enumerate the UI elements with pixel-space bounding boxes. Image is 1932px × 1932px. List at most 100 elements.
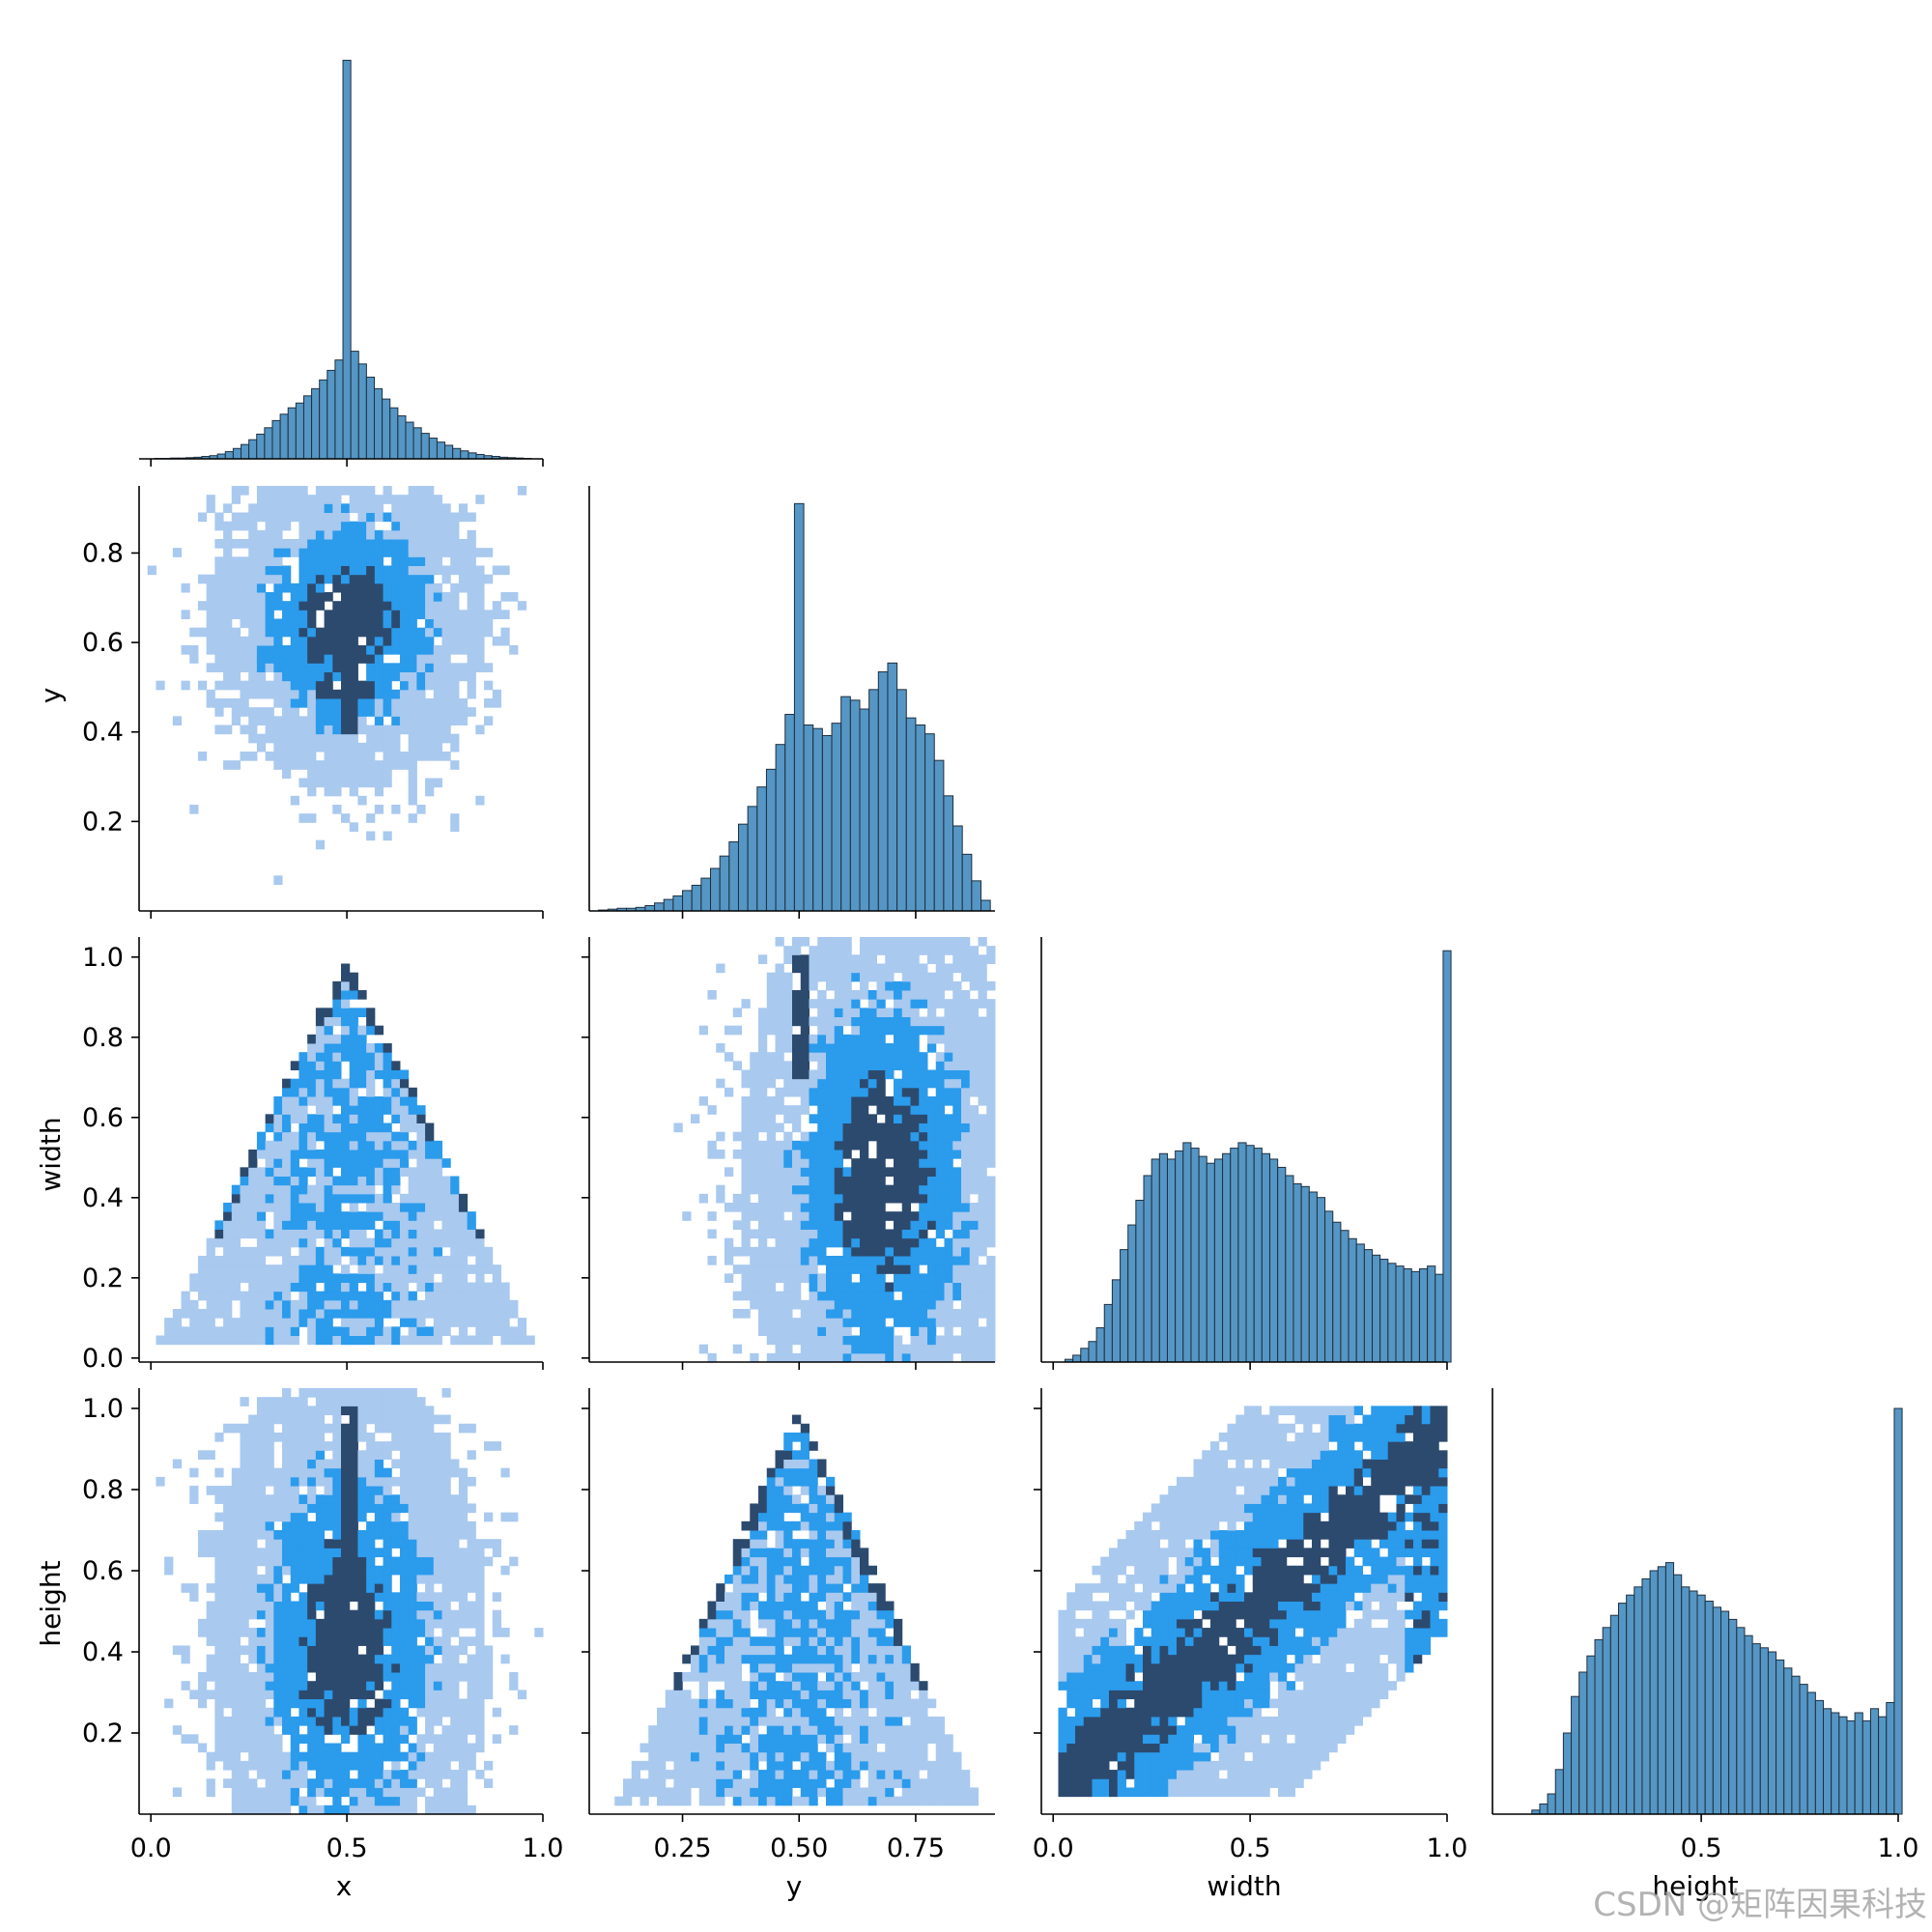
x-vs-width-cell: [248, 1203, 258, 1212]
x-vs-y-cell: [240, 565, 249, 576]
y-vs-width-cell: [867, 1114, 877, 1123]
x-vs-height-cell: [315, 1441, 326, 1451]
x-vs-height-cell: [458, 1662, 469, 1673]
x-vs-y-cell: [290, 610, 299, 619]
y-vs-width-cell: [927, 1184, 937, 1195]
y-vs-height-cell: [716, 1707, 725, 1718]
x-vs-width-cell: [450, 1237, 460, 1248]
x-vs-y-cell: [298, 539, 308, 549]
x-vs-height-cell: [248, 1636, 258, 1646]
x-vs-height-cell: [273, 1601, 283, 1611]
x-vs-height-cell: [290, 1770, 299, 1779]
x-vs-width-cell: [450, 1256, 460, 1265]
x-vs-width-cell: [467, 1318, 476, 1327]
x-vs-width-cell: [197, 1309, 208, 1319]
x-vs-height-cell: [349, 1628, 358, 1637]
y-vs-width-cell: [969, 946, 979, 955]
x-vs-width-cell: [433, 1150, 442, 1159]
x-vs-width-cell: [425, 1140, 435, 1151]
x-vs-width-cell: [391, 1299, 401, 1310]
x-vs-y-cell: [458, 512, 469, 523]
x-vs-y-cell: [425, 539, 435, 549]
y-vs-width-cell: [901, 972, 911, 982]
x-vs-y-cell: [240, 539, 249, 549]
x-vs-width-cell: [441, 1193, 451, 1204]
x-vs-y-cell: [298, 556, 308, 566]
y-vs-height-cell: [775, 1618, 784, 1629]
x-vs-height-cell: [366, 1520, 376, 1531]
x-vs-y-cell: [223, 574, 233, 584]
x-vs-height-cell: [290, 1476, 299, 1487]
x-vs-width-cell: [273, 1229, 283, 1239]
y-vs-width-cell: [885, 1140, 895, 1151]
y-vs-width-cell: [952, 937, 962, 947]
x-vs-height-cell: [399, 1778, 410, 1788]
y-vs-width-cell: [758, 1237, 768, 1248]
x-vs-width-cell: [307, 1087, 317, 1097]
y-vs-width-cell: [935, 1299, 945, 1310]
x-vs-height-cell: [332, 1751, 342, 1762]
x-vs-y-cell: [290, 548, 299, 557]
x-vs-y-cell: [282, 654, 292, 664]
x-vs-y-cell: [441, 689, 451, 699]
x-vs-y-cell: [290, 795, 299, 806]
x-vs-y-cell: [324, 548, 333, 557]
y-vs-width-cell: [851, 1291, 861, 1301]
y-vs-width-cell: [766, 1273, 776, 1283]
y-vs-width-cell: [978, 1273, 987, 1283]
x-vs-height-cell: [383, 1601, 392, 1611]
x-vs-width-cell: [265, 1140, 274, 1151]
y-vs-width-cell: [927, 1114, 937, 1123]
x-vs-width-cell: [290, 1237, 299, 1248]
y-vs-width-cell: [826, 1291, 836, 1301]
x-vs-width-cell: [273, 1246, 283, 1257]
y-vs-height-cell: [716, 1628, 725, 1637]
x-vs-height-cell: [341, 1734, 351, 1744]
y-vs-width-cell: [860, 1176, 869, 1186]
x-vs-height-cell: [290, 1698, 299, 1709]
x-vs-height-cell: [467, 1743, 476, 1753]
y-vs-width-cell: [867, 1016, 877, 1027]
y-vs-height-cell: [766, 1583, 776, 1593]
x-vs-height-cell: [383, 1743, 392, 1753]
x-vs-y-cell: [416, 752, 426, 761]
y-vs-width-cell: [817, 1211, 827, 1221]
x-vs-height-cell: [374, 1609, 384, 1620]
x-vs-y-cell: [441, 645, 451, 655]
x-vs-height-cell: [467, 1450, 476, 1460]
x-vs-width-cell: [341, 1078, 351, 1089]
x-vs-width-cell: [408, 1087, 417, 1097]
y-vs-height-cell: [716, 1662, 725, 1673]
x-vs-width-cell: [324, 1008, 333, 1017]
x-vs-width-cell: [315, 1167, 326, 1177]
y-vs-height-cell: [783, 1672, 793, 1682]
x-vs-width-cell: [467, 1309, 476, 1319]
x-vs-height-cell: [408, 1503, 417, 1514]
y-vs-width-cell: [901, 1256, 911, 1265]
x-vs-y-cell: [484, 663, 494, 672]
x-vs-width-cell: [256, 1335, 267, 1346]
x-vs-y-cell: [265, 521, 274, 531]
y-vs-width-cell: [750, 1256, 759, 1265]
y-vs-width-cell: [775, 1096, 784, 1106]
x-vs-y-cell: [399, 548, 410, 557]
x-vs-width-cell: [341, 1335, 351, 1346]
x-vs-y-cell: [517, 601, 527, 611]
x-vs-height-cell: [231, 1539, 241, 1548]
x-vs-height-cell: [341, 1618, 351, 1629]
x-vs-height-cell: [399, 1414, 410, 1425]
y-vs-width-cell: [800, 1052, 810, 1062]
x-vs-height-cell: [298, 1423, 308, 1434]
y-vs-width-cell: [894, 1309, 903, 1319]
x-vs-height-cell: [282, 1432, 292, 1442]
x-vs-width-cell: [408, 1256, 417, 1265]
x-vs-width-cell: [475, 1282, 485, 1293]
x-vs-width-cell: [298, 1176, 308, 1186]
x-vs-height-cell: [265, 1565, 274, 1576]
y-vs-width-cell: [986, 1016, 996, 1027]
x-vs-height-cell: [265, 1414, 274, 1425]
y-vs-height-cell: [682, 1690, 692, 1700]
y-vs-width-cell: [986, 1273, 996, 1283]
x-vs-y-cell: [231, 636, 241, 646]
x-vs-height-cell: [273, 1548, 283, 1558]
